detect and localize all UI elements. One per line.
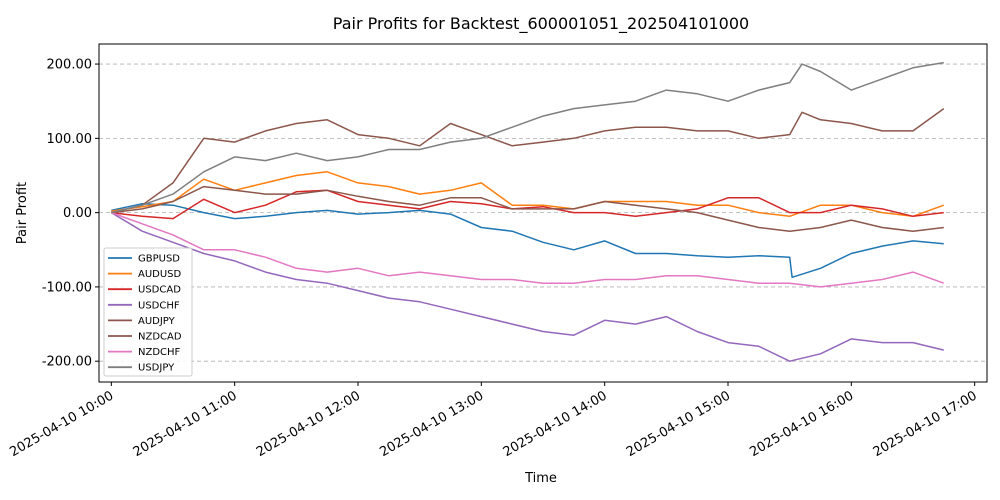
series-line-usdchf: [110, 211, 944, 362]
series-line-gbpusd: [111, 202, 944, 279]
y-axis: -200.00 -100.00 0.00 100.00 200.00: [42, 58, 99, 370]
series-line-nzdchf: [111, 211, 945, 288]
legend-item-label: AUDJPY: [138, 316, 176, 327]
y-tick-label: 0.00: [63, 206, 92, 221]
y-tick-label: -200.00: [42, 355, 92, 370]
y-axis-label: Pair Profit: [15, 182, 30, 244]
series-group: [110, 61, 945, 362]
series-line-nzdcad: [111, 107, 945, 214]
series-line-audjpy: [111, 185, 944, 232]
legend: GBPUSD AUDUSD USDCAD USDCHF AUDJPY NZDCAD NZDC…: [103, 247, 193, 377]
legend-item-label: USDJPY: [138, 363, 175, 374]
legend-box: [103, 247, 193, 377]
legend-item-label: GBPUSD: [138, 254, 180, 265]
x-axis-label: Time: [524, 471, 557, 486]
legend-item-label: NZDCHF: [138, 347, 181, 358]
y-tick-label: 200.00: [47, 58, 93, 73]
y-tick-label: -100.00: [42, 280, 92, 295]
legend-item-label: AUDUSD: [138, 269, 182, 280]
chart-title: Pair Profits for Backtest_600001051_2025…: [333, 14, 749, 34]
legend-item-label: NZDCAD: [138, 332, 182, 343]
series-line-usdcad: [111, 189, 944, 220]
legend-item-label: USDCAD: [138, 285, 181, 296]
legend-item-label: USDCHF: [138, 300, 180, 311]
series-line-usdjpy: [111, 61, 944, 214]
y-tick-label: 100.00: [47, 132, 93, 147]
series-line-audusd: [111, 171, 945, 218]
